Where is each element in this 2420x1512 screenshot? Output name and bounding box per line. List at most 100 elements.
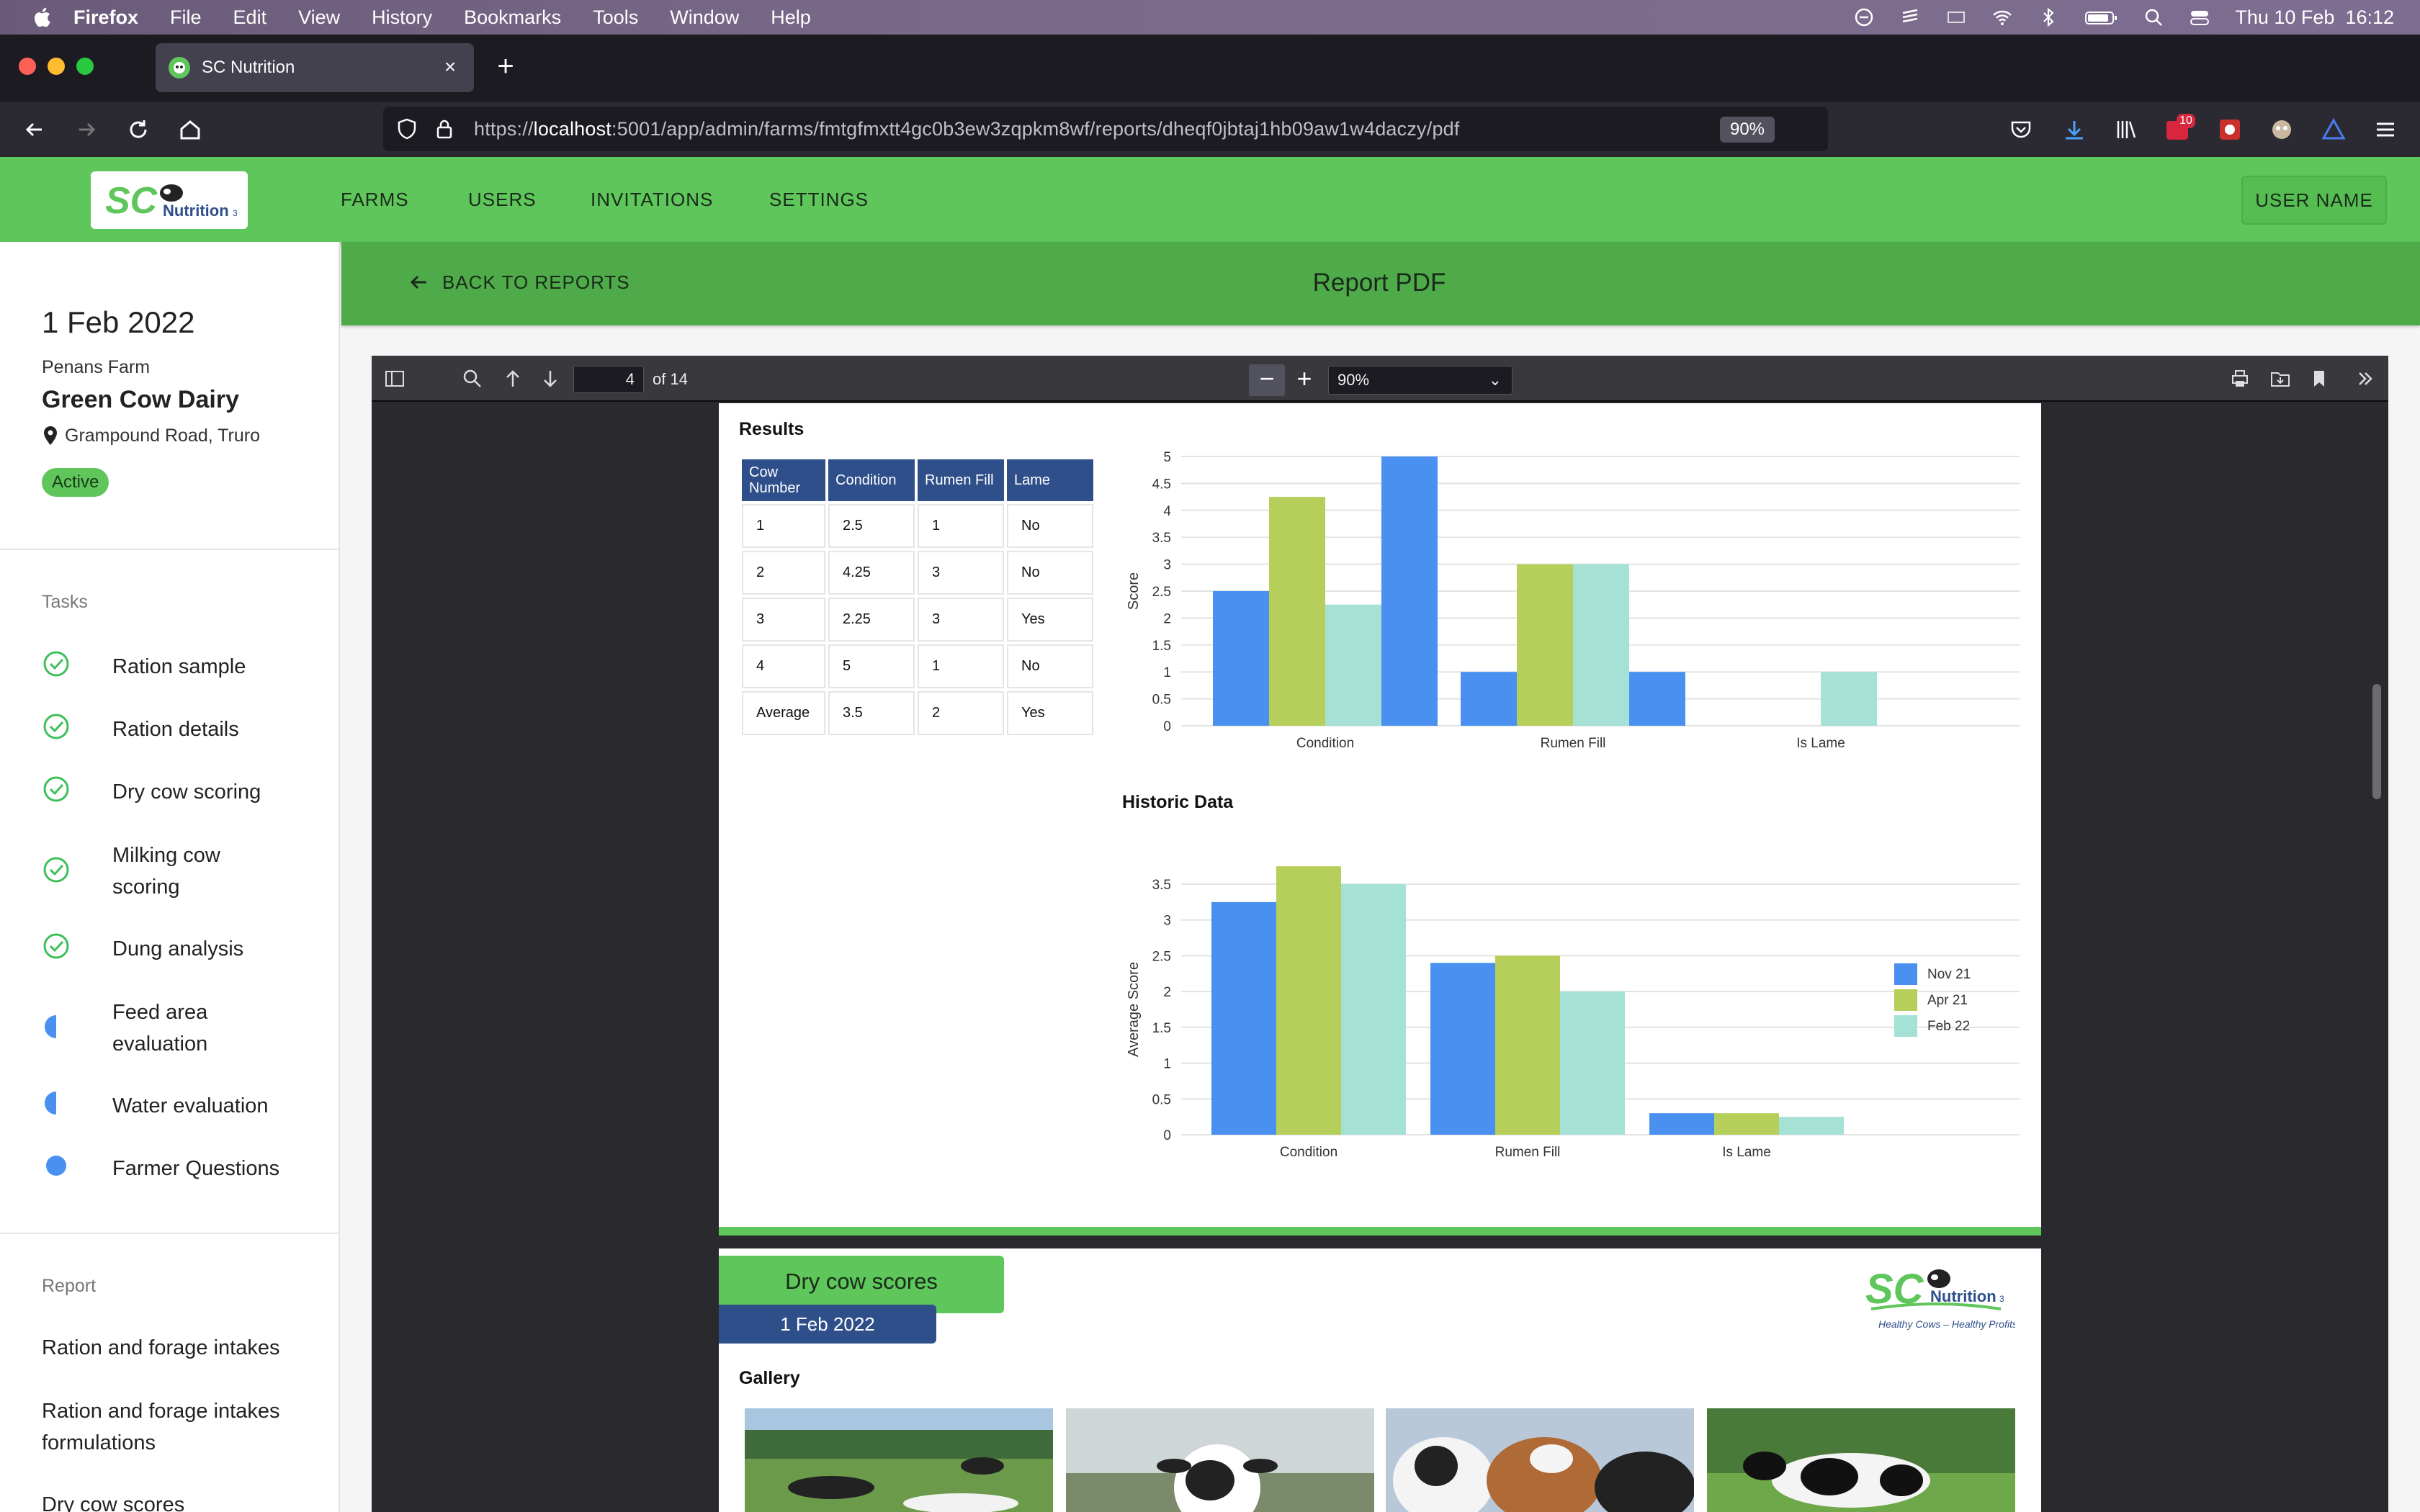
downloads-icon[interactable] (2060, 115, 2089, 144)
menu-help[interactable]: Help (771, 6, 811, 28)
legend-swatch (1894, 963, 1917, 985)
bar (1341, 884, 1406, 1135)
window-close-button[interactable] (19, 58, 36, 75)
gallery-photo[interactable] (1066, 1408, 1374, 1512)
y-tick-label: 0 (1163, 719, 1171, 734)
gallery-photo[interactable] (1707, 1408, 2015, 1512)
bar (1560, 991, 1625, 1135)
apple-menu-icon[interactable] (32, 6, 52, 28)
menu-window[interactable]: Window (670, 6, 740, 28)
table-cell: 3 (918, 551, 1004, 595)
sync-status-icon[interactable] (1853, 6, 1875, 28)
control-center-icon[interactable] (2189, 6, 2210, 28)
bar (1269, 497, 1325, 726)
report-item-ration-forage-intakes[interactable]: Ration and forage intakes (42, 1336, 280, 1359)
page-number-input[interactable]: 4 (573, 366, 644, 393)
extension-avatar-icon[interactable] (2267, 115, 2296, 144)
hamburger-menu-icon[interactable] (2371, 115, 2400, 144)
task-milking-cow-scoring[interactable]: Milking cow scoring (42, 840, 330, 903)
column-header: Cow Number (742, 459, 825, 501)
report-item-ration-forage-formulations[interactable]: Ration and forage intakes formulations (42, 1400, 280, 1454)
menu-edit[interactable]: Edit (233, 6, 267, 28)
back-arrow-icon[interactable] (20, 115, 49, 144)
tracking-shield-icon[interactable] (395, 117, 419, 141)
extension-red-icon[interactable] (2215, 115, 2244, 144)
extension-calendar-icon[interactable]: 10 (2164, 114, 2195, 143)
print-icon[interactable] (2228, 367, 2251, 390)
farm-location-text: Grampound Road, Truro (65, 425, 260, 446)
tab-close-icon[interactable]: × (444, 55, 457, 78)
nav-settings[interactable]: SETTINGS (769, 189, 869, 210)
page-zoom-badge[interactable]: 90% (1720, 117, 1775, 143)
sc-nutrition-logo[interactable]: SC Nutrition 3 (91, 171, 248, 229)
extension-badge: 10 (2177, 114, 2195, 128)
menu-view[interactable]: View (298, 6, 341, 28)
next-page-icon[interactable] (539, 367, 562, 390)
extension-triangle-icon[interactable] (2319, 115, 2348, 144)
display-icon[interactable] (1945, 6, 1967, 28)
zoom-out-button[interactable]: − (1249, 364, 1285, 396)
forward-arrow-icon[interactable] (72, 115, 101, 144)
historic-data-heading: Historic Data (1122, 792, 1234, 812)
nav-farms[interactable]: FARMS (341, 189, 409, 210)
home-icon[interactable] (176, 115, 205, 144)
nav-invitations[interactable]: INVITATIONS (591, 189, 714, 210)
task-dry-cow-scoring[interactable]: Dry cow scoring (42, 776, 330, 808)
zoom-value: 90% (1337, 371, 1370, 389)
y-tick-label: 0 (1163, 1128, 1171, 1143)
bluetooth-icon[interactable] (2038, 6, 2059, 28)
gallery-photo[interactable] (745, 1408, 1053, 1512)
task-feed-area-evaluation[interactable]: Feed area evaluation (42, 996, 330, 1060)
window-zoom-button[interactable] (76, 58, 94, 75)
sidebar (0, 242, 340, 1512)
task-water-evaluation[interactable]: Water evaluation (42, 1090, 330, 1122)
bar (1211, 901, 1276, 1135)
task-farmer-questions[interactable]: Farmer Questions (42, 1153, 330, 1184)
pocket-icon[interactable] (2007, 115, 2035, 144)
find-icon[interactable] (461, 367, 484, 390)
sidebar-toggle-icon[interactable] (383, 367, 406, 390)
spotlight-search-icon[interactable] (2143, 6, 2164, 28)
previous-page-icon[interactable] (501, 367, 524, 390)
browser-tab-active[interactable]: SC Nutrition × (156, 43, 474, 92)
zoom-in-button[interactable]: + (1296, 364, 1312, 393)
url-text[interactable]: https://localhost:5001/app/admin/farms/f… (474, 117, 1460, 140)
menu-file[interactable]: File (170, 6, 202, 28)
menu-bookmarks[interactable]: Bookmarks (464, 6, 562, 28)
stack-icon[interactable] (1899, 6, 1921, 28)
menu-tools[interactable]: Tools (593, 6, 639, 28)
url-bar[interactable]: https://localhost:5001/app/admin/farms/f… (383, 107, 1828, 151)
nav-users[interactable]: USERS (468, 189, 537, 210)
check-circle-icon (43, 933, 69, 959)
menubar-clock[interactable]: Thu 10 Feb 16:12 (2235, 6, 2394, 28)
y-tick-label: 3.5 (1152, 531, 1171, 546)
user-menu-button[interactable]: USER NAME (2241, 176, 2387, 225)
task-dung-analysis[interactable]: Dung analysis (42, 933, 330, 965)
bar (1213, 591, 1269, 726)
bar (1276, 866, 1341, 1135)
lock-icon[interactable] (432, 117, 457, 141)
pdf-scrollbar-thumb[interactable] (2372, 684, 2381, 799)
y-tick-label: 0.5 (1152, 693, 1171, 708)
menu-app-name[interactable]: Firefox (73, 6, 139, 28)
y-axis-label: Score (1126, 572, 1142, 610)
reload-icon[interactable] (124, 115, 153, 144)
gallery-photo[interactable] (1386, 1408, 1694, 1512)
zoom-select[interactable]: 90% ⌄ (1328, 366, 1512, 395)
library-icon[interactable] (2112, 115, 2141, 144)
new-tab-button[interactable]: + (497, 50, 514, 82)
task-ration-details[interactable]: Ration details (42, 714, 330, 745)
window-minimize-button[interactable] (48, 58, 65, 75)
battery-icon[interactable] (2084, 6, 2118, 28)
tools-chevron-icon[interactable] (2354, 367, 2377, 390)
back-to-reports-button[interactable]: BACK TO REPORTS (408, 271, 630, 294)
table-cell: 4 (742, 644, 825, 688)
y-tick-label: 3 (1163, 914, 1171, 929)
bookmark-icon[interactable] (2308, 367, 2331, 390)
wifi-icon[interactable] (1991, 6, 2013, 28)
report-item-dry-cow-scores[interactable]: Dry cow scores (42, 1493, 185, 1512)
save-icon[interactable] (2269, 367, 2292, 390)
task-ration-sample[interactable]: Ration sample (42, 651, 330, 683)
task-label: Milking cow scoring (112, 844, 220, 899)
menu-history[interactable]: History (372, 6, 433, 28)
